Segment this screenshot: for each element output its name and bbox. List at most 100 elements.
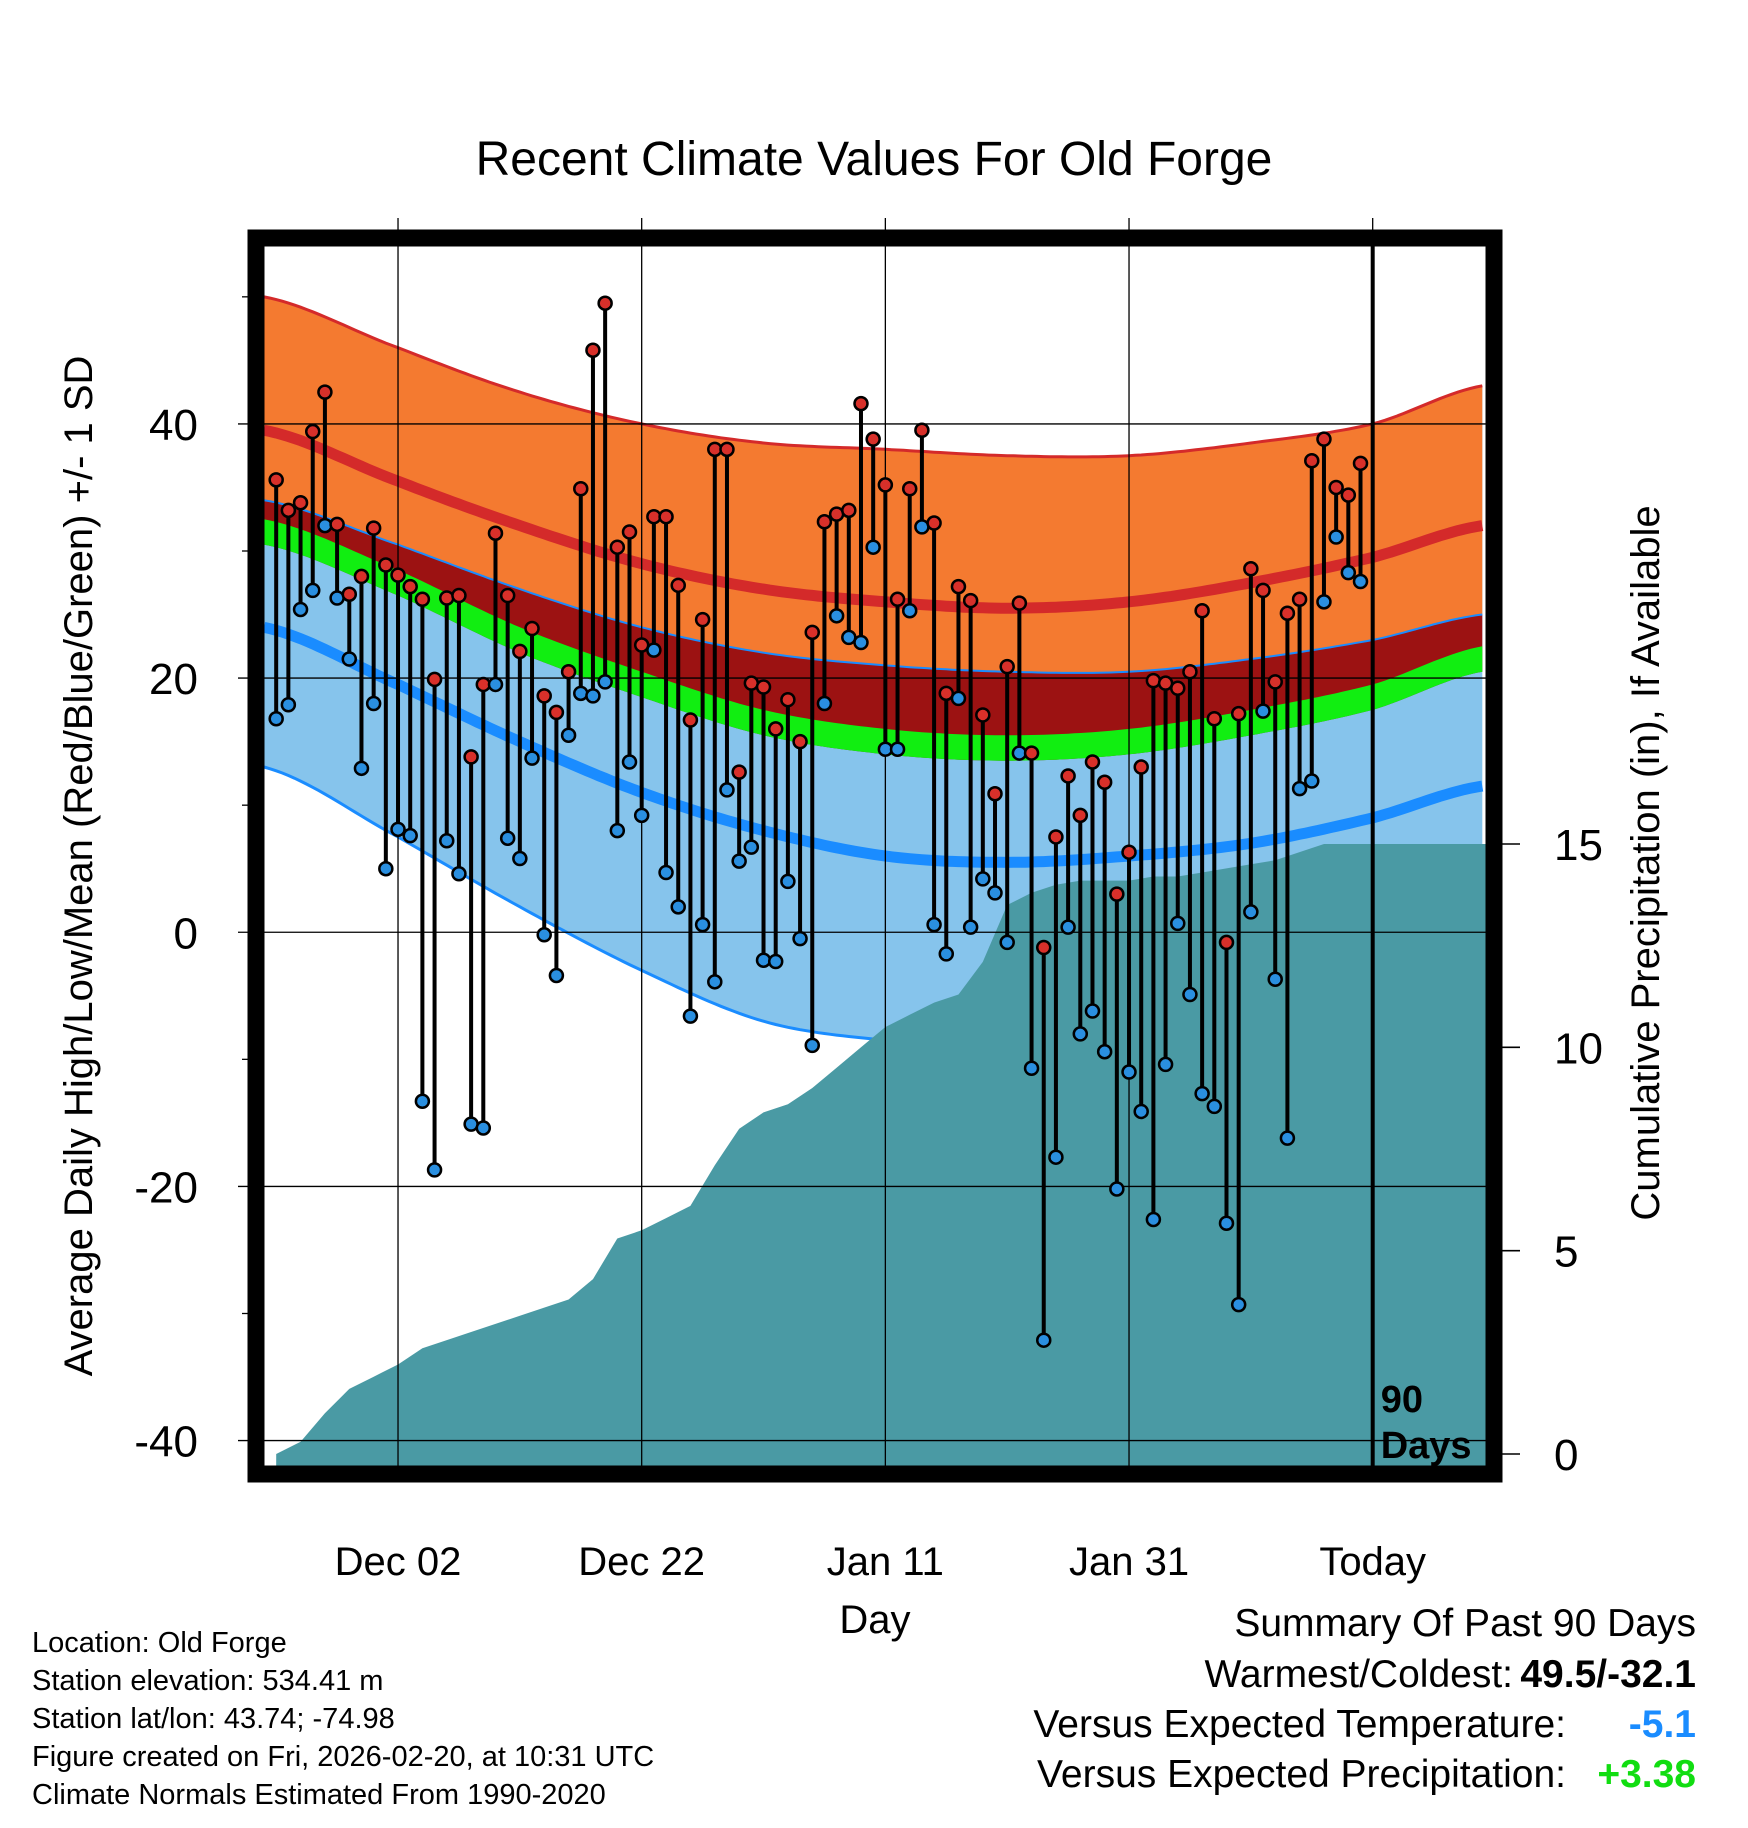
daily-low-point [1182, 986, 1198, 1003]
daily-low-point [780, 873, 796, 890]
daily-low-point [1157, 1056, 1174, 1073]
daily-high-point [499, 587, 516, 604]
daily-low-point [901, 602, 918, 619]
daily-high-point [1230, 705, 1247, 722]
daily-low-point [1035, 1332, 1052, 1348]
daily-low-point [962, 919, 979, 935]
x-tick-label: Dec 22 [578, 1540, 705, 1584]
daily-high-point [841, 502, 857, 519]
daily-high-point [804, 624, 821, 641]
daily-high-point [585, 342, 601, 358]
daily-low-point [938, 946, 955, 962]
daily-low-point [487, 676, 504, 693]
daily-low-point [475, 1120, 492, 1136]
low-upper-line [264, 499, 1483, 674]
y2-tick-label: 15 [1554, 821, 1603, 870]
daily-low-point [621, 754, 638, 770]
daily-high-point [1121, 844, 1137, 860]
daily-high-point [317, 384, 333, 400]
precip-anomaly-label: Versus Expected Precipitation: [1037, 1753, 1566, 1796]
daily-low-point [1023, 1060, 1040, 1076]
daily-low-point [268, 711, 284, 727]
latlon-text: Station lat/lon: 43.74; -74.98 [32, 1703, 395, 1735]
daily-low-point [1206, 1098, 1223, 1115]
daily-high-point [1072, 807, 1089, 824]
daily-high-point [780, 691, 796, 708]
daily-high-point [597, 295, 613, 311]
y-tick-label: -40 [134, 1418, 198, 1467]
low-normal-line [264, 621, 1484, 868]
daily-low-point [1255, 703, 1271, 719]
daily-low-point [865, 539, 881, 555]
daily-high-point [402, 578, 418, 595]
daily-high-point [1133, 759, 1149, 775]
daily-high-point [1182, 663, 1198, 680]
temp-anomaly-label: Versus Expected Temperature: [1033, 1703, 1566, 1746]
daily-low-point [560, 727, 577, 744]
daily-high-point [609, 539, 626, 555]
daily-high-point [487, 525, 504, 541]
daily-low-point [1267, 971, 1283, 988]
daily-low-point [987, 885, 1003, 901]
daily-high-point [292, 494, 309, 511]
daily-high-point [962, 592, 979, 609]
daily-high-point [573, 480, 589, 497]
high-normal-line [264, 424, 1484, 614]
daily-low-point [1096, 1043, 1113, 1060]
daily-high-point [426, 671, 443, 688]
daily-high-point [1218, 934, 1235, 951]
daily-low-point [1291, 780, 1308, 797]
daily-low-point [767, 953, 784, 970]
daily-low-point [597, 674, 613, 690]
daily-low-point [1072, 1026, 1089, 1042]
daily-high-point [1304, 453, 1320, 469]
daily-high-point [341, 586, 358, 602]
daily-low-point [926, 916, 942, 933]
daily-high-point [1279, 605, 1296, 622]
daily-low-point [341, 651, 358, 667]
daily-high-point [767, 721, 784, 737]
daily-low-point [292, 601, 309, 618]
x-tick-label: Dec 02 [335, 1540, 462, 1584]
daily-low-point [451, 866, 467, 882]
daily-high-point [414, 591, 431, 608]
elevation-text: Station elevation: 534.41 m [32, 1665, 384, 1697]
daily-low-point [499, 830, 516, 846]
daily-high-point [268, 472, 284, 488]
daily-low-point [304, 582, 321, 599]
daily-high-point [1340, 487, 1357, 503]
chart-title: Recent Climate Values For Old Forge [475, 133, 1273, 186]
daily-low-point [378, 860, 394, 877]
daily-high-point [901, 480, 918, 497]
daily-low-point [999, 934, 1015, 951]
x-tick-label: Today [1319, 1540, 1426, 1584]
daily-high-point [1316, 431, 1332, 447]
daily-low-point [1230, 1296, 1247, 1313]
daily-high-point [1328, 479, 1344, 496]
daily-high-point [694, 611, 711, 628]
daily-low-point [353, 760, 370, 777]
daily-low-point [1304, 773, 1320, 789]
warm-cold-value: 49.5/-32.1 [1520, 1653, 1696, 1696]
daily-high-point [975, 707, 991, 723]
daily-low-point [743, 839, 760, 855]
daily-high-point [512, 643, 528, 660]
daily-high-point [755, 679, 772, 695]
daily-high-point [1206, 711, 1223, 727]
precip-area [276, 844, 1486, 1466]
daily-low-point [1352, 573, 1369, 590]
daily-low-point [658, 864, 674, 881]
daily-high-point [987, 785, 1003, 802]
precip-anomaly-value: +3.38 [1597, 1753, 1696, 1796]
daily-low-point [1060, 919, 1076, 935]
plot-frame [247, 229, 1503, 1483]
daily-high-point [792, 733, 808, 750]
daily-high-point [1109, 886, 1125, 902]
daily-high-point [365, 520, 382, 536]
daily-high-point [950, 578, 967, 595]
daily-high-point [914, 422, 930, 439]
daily-high-point [731, 764, 747, 780]
daily-low-point [365, 695, 382, 712]
daily-low-point [414, 1093, 431, 1110]
